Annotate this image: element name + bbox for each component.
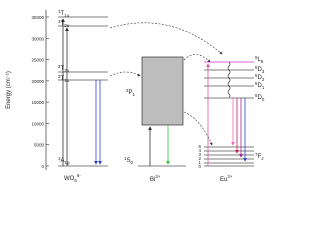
j-label: 2	[198, 156, 201, 161]
main: P	[129, 90, 133, 96]
tick-label: 35000	[31, 15, 44, 20]
sub: 6	[261, 59, 264, 64]
bi-levels	[138, 56, 186, 167]
main: Eu	[220, 177, 227, 183]
wo6-levels	[58, 16, 108, 167]
axis-label: Energy (cm⁻¹)	[6, 71, 12, 109]
main: T	[61, 66, 65, 72]
level-label: 1S0	[124, 156, 134, 165]
level-label: 3T1u	[58, 74, 70, 83]
sub: 6	[74, 178, 77, 183]
main: L	[258, 57, 262, 63]
level-label: 3T2u	[58, 64, 70, 73]
j-label: 0	[198, 164, 201, 169]
j-label: 4	[198, 148, 201, 153]
sup: 3	[126, 88, 129, 93]
level-label: 1T2u	[58, 19, 70, 28]
tick-label: 0	[41, 164, 44, 169]
ticks: 35000 30000 25000 20000 15000 10000 5000 0	[31, 15, 49, 169]
tick-label: 20000	[31, 79, 44, 84]
axis: Energy (cm⁻¹)	[6, 10, 47, 170]
diagram: Energy (cm⁻¹) 35000300002500020000150001…	[6, 9, 265, 183]
sup: 7	[255, 152, 258, 157]
main: D	[258, 67, 263, 73]
tick-label: 30000	[31, 36, 44, 41]
sub: J	[261, 156, 263, 161]
tick-label: 25000	[31, 58, 44, 63]
eu-levels	[204, 61, 254, 167]
sub: 2	[262, 77, 265, 82]
level-label: 5D1	[255, 81, 265, 90]
tick-label: 5000	[34, 143, 45, 148]
sup: 1	[58, 9, 61, 14]
level-label: 7FJ	[255, 152, 263, 161]
main: WO	[64, 176, 75, 182]
sup: 5	[255, 93, 258, 98]
transfer-arcs	[109, 22, 223, 146]
main: S	[127, 158, 131, 164]
level-label: 1A1g	[58, 156, 70, 165]
sub: 1g	[65, 160, 71, 165]
main: D	[258, 95, 263, 101]
main: Bi	[150, 177, 155, 183]
sup: 5	[255, 73, 258, 78]
sup: 3+	[227, 174, 233, 179]
main: D	[258, 83, 263, 89]
j-label: 6	[198, 144, 201, 149]
main: F	[258, 154, 262, 160]
level-label: 5D2	[255, 73, 265, 82]
main: T	[61, 21, 65, 27]
j-label: 1	[198, 160, 201, 165]
sup: 5	[255, 55, 258, 60]
sup: 1	[58, 19, 61, 24]
level-label: 5L6	[255, 55, 264, 64]
j-label: 3	[198, 152, 201, 157]
sup: 5	[255, 65, 258, 70]
sup: 1	[58, 156, 61, 161]
sup: 3	[58, 74, 61, 79]
sub: 1u	[64, 78, 70, 83]
level-label: 5D0	[255, 93, 265, 102]
sub: 0	[262, 97, 265, 102]
ion-name: Eu3+	[220, 174, 233, 183]
sub: 1	[262, 85, 265, 90]
level-label: 1T1u	[58, 9, 70, 18]
sub: 2u	[64, 23, 70, 28]
ion-name: Bi3+	[150, 174, 161, 183]
wo6-arrows	[61, 18, 102, 166]
sup: 6-	[77, 173, 82, 178]
sub: 1u	[64, 13, 70, 18]
tick-label: 15000	[31, 100, 44, 105]
sup: 1	[124, 156, 127, 161]
level-label: 3P1	[126, 88, 136, 97]
labels: 1T1u1T2u3T2u3T1u1A1gWO66-3P11S0Bi3+5L65D…	[58, 9, 265, 183]
sub: 2u	[64, 68, 70, 73]
sup: 5	[255, 81, 258, 86]
ion-name: WO66-	[64, 173, 81, 183]
main: A	[61, 158, 65, 164]
main: T	[61, 76, 65, 82]
level-label: 5D3	[255, 65, 265, 74]
sup: 3+	[155, 174, 161, 179]
main: T	[61, 11, 65, 17]
sub: 3	[262, 69, 265, 74]
tick-label: 10000	[31, 121, 44, 126]
sub: 0	[131, 160, 134, 165]
sub: 1	[133, 92, 136, 97]
main: D	[258, 75, 263, 81]
sup: 3	[58, 64, 61, 69]
